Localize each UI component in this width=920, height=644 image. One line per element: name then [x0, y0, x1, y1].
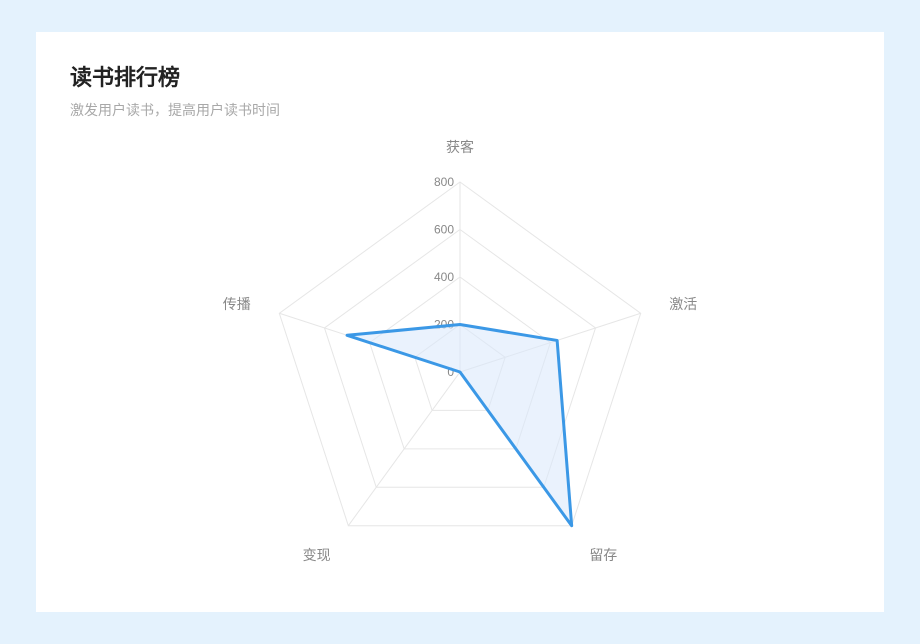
- radar-svg: 0200400600800获客激活留存变现传播: [40, 122, 880, 612]
- page-background: 读书排行榜 激发用户读书，提高用户读书时间 0200400600800获客激活留…: [0, 0, 920, 644]
- tick-label: 800: [434, 175, 454, 189]
- radar-series: [347, 325, 572, 526]
- chart-card: 读书排行榜 激发用户读书，提高用户读书时间 0200400600800获客激活留…: [36, 32, 884, 612]
- axis-label: 获客: [446, 139, 474, 155]
- axis-label: 传播: [223, 296, 251, 312]
- card-subtitle: 激发用户读书，提高用户读书时间: [70, 100, 850, 120]
- radar-chart: 0200400600800获客激活留存变现传播: [36, 122, 884, 612]
- axis-label: 激活: [669, 296, 697, 312]
- card-title: 读书排行榜: [70, 60, 850, 92]
- tick-label: 400: [434, 270, 454, 284]
- axis-label: 变现: [303, 547, 331, 563]
- tick-label: 600: [434, 223, 454, 237]
- axis-label: 留存: [589, 547, 617, 563]
